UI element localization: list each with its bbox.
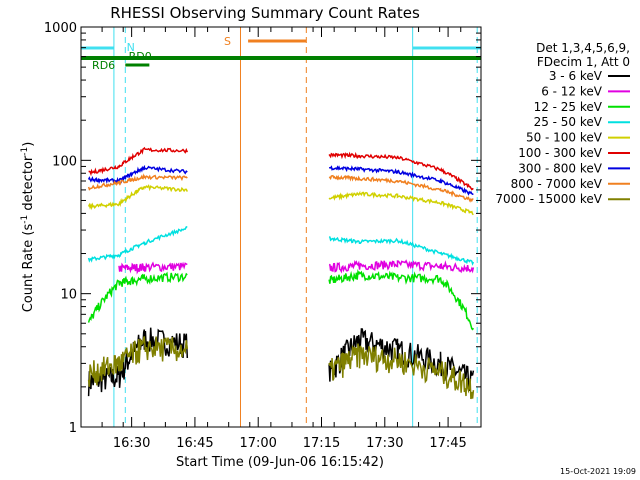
night-label: N [127, 41, 135, 54]
y-axis: 1 10 100 1000 [44, 21, 481, 436]
legend-entry-label: 300 - 800 keV [518, 161, 602, 175]
plot-frame [80, 26, 482, 428]
legend-header-decim: FDecim 1, Att 0 [537, 55, 630, 69]
series-layer [87, 146, 475, 400]
y-axis-label: Count Rate (s-1 detector-1) [20, 142, 36, 313]
legend-entry-label: 3 - 6 keV [549, 69, 603, 83]
series-line [87, 269, 475, 331]
series-line [87, 164, 474, 196]
rd6-label: RD6 [92, 59, 115, 72]
rd0-label: RD0 [129, 50, 152, 63]
legend-entry-label: 100 - 300 keV [518, 146, 602, 160]
legend-entry-label: 12 - 25 keV [534, 100, 603, 114]
legend-entry-label: 50 - 100 keV [526, 131, 603, 145]
series-line [88, 146, 474, 191]
y-tick-label: 100 [52, 154, 77, 169]
chart-title: RHESSI Observing Summary Count Rates [110, 4, 420, 22]
x-tick-label: 17:00 [239, 436, 276, 451]
orbit-annotations: N S RD0 RD6 [81, 27, 481, 427]
x-tick-label: 16:30 [113, 436, 150, 451]
x-tick-label: 17:15 [303, 436, 340, 451]
series-line [87, 173, 474, 203]
legend-entry-label: 6 - 12 keV [541, 84, 603, 98]
x-axis: 16:30 16:45 17:00 17:15 17:30 17:45 [80, 27, 467, 451]
series-line [87, 226, 475, 266]
legend-entry-label: 25 - 50 keV [534, 115, 603, 129]
x-tick-label: 17:45 [429, 436, 466, 451]
legend-entry-label: 800 - 7000 keV [511, 177, 603, 191]
series-line [87, 336, 475, 400]
series-line [87, 184, 474, 216]
saa-label: S [224, 35, 231, 48]
y-tick-label: 1000 [44, 21, 77, 36]
x-axis-label: Start Time (09-Jun-06 16:15:42) [176, 455, 384, 470]
legend-header-detectors: Det 1,3,4,5,6,9, [536, 41, 630, 55]
x-tick-label: 17:30 [366, 436, 403, 451]
x-tick-label: 16:45 [176, 436, 213, 451]
legend-entry-label: 7000 - 15000 keV [495, 192, 602, 206]
generation-timestamp: 15-Oct-2021 19:09 [560, 467, 636, 476]
y-tick-label: 1 [69, 421, 77, 436]
series-line [118, 259, 475, 275]
y-tick-label: 10 [60, 288, 77, 303]
